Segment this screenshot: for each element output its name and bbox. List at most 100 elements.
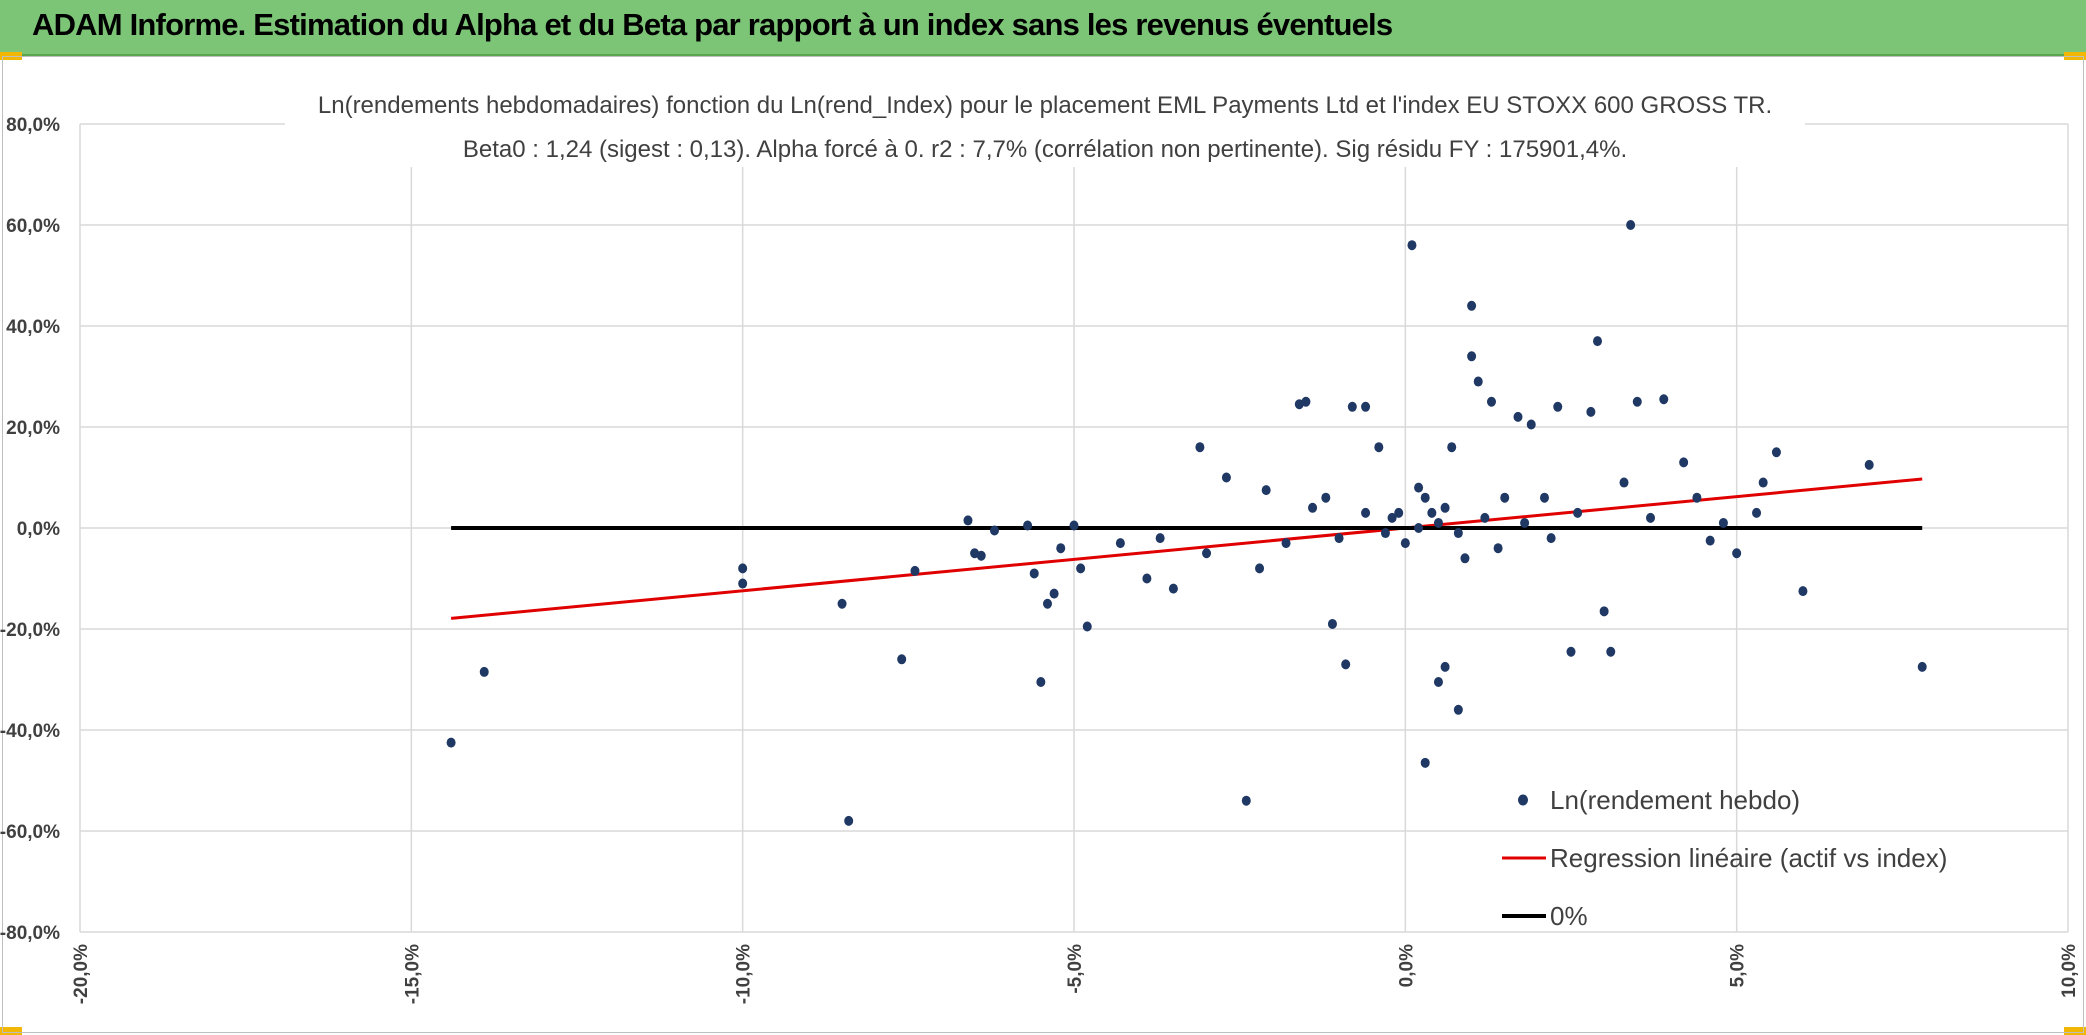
report-title: ADAM Informe. Estimation du Alpha et du … (32, 7, 1393, 42)
data-point (1705, 535, 1715, 546)
data-point (738, 578, 748, 589)
chart-area-border (2, 56, 2084, 1033)
data-point (446, 737, 456, 748)
y-tick-label: -60,0% (0, 822, 60, 843)
x-tick-label: -20,0% (71, 944, 92, 1004)
data-point (1659, 394, 1669, 405)
data-point (1414, 523, 1424, 533)
data-point (1586, 406, 1596, 417)
y-tick-label: 60,0% (6, 216, 60, 237)
chart-subtitle: Beta0 : 1,24 (sigest : 0,13). Alpha forc… (463, 136, 1627, 163)
data-point (1440, 502, 1450, 513)
data-point (1202, 548, 1212, 559)
legend-label: 0% (1550, 901, 1588, 931)
data-point (1414, 482, 1424, 493)
data-point (1049, 588, 1059, 599)
corner-marker-bottom-right (2064, 1027, 2086, 1035)
data-point (1400, 538, 1410, 549)
data-point (1334, 533, 1344, 544)
data-point (1566, 646, 1576, 657)
data-point (1500, 492, 1510, 503)
regression-line (450, 477, 1923, 620)
data-point (1453, 528, 1463, 539)
data-point (989, 525, 999, 536)
data-point (1758, 477, 1768, 488)
y-tick-label: -80,0% (0, 923, 60, 944)
data-point (1427, 507, 1437, 518)
data-point (1718, 517, 1728, 528)
data-point (1447, 442, 1457, 453)
data-point (1573, 507, 1583, 518)
data-point (1347, 401, 1357, 412)
data-point (1626, 220, 1636, 230)
data-point (1142, 573, 1152, 584)
data-point (1493, 543, 1503, 554)
data-point (1599, 606, 1609, 617)
data-point (1327, 618, 1337, 629)
data-point (1632, 396, 1642, 407)
x-tick-label: 0,0% (1396, 944, 1417, 987)
data-point (1539, 492, 1549, 503)
data-point (1420, 757, 1430, 768)
y-tick-label: 20,0% (6, 418, 60, 439)
data-point (1301, 396, 1311, 407)
data-point (1023, 520, 1033, 531)
y-tick-label: 0,0% (17, 519, 60, 540)
data-point (1553, 401, 1563, 412)
data-point (1255, 563, 1265, 574)
data-point (1440, 661, 1450, 672)
data-point (738, 563, 748, 574)
x-tick-label: -15,0% (402, 944, 423, 1004)
data-point (1069, 520, 1079, 531)
chart-title: Ln(rendements hebdomadaires) fonction du… (318, 92, 1772, 119)
data-point (1042, 598, 1052, 609)
y-tick-label: -20,0% (0, 620, 60, 641)
x-tick-label: -5,0% (1065, 944, 1086, 994)
legend: Ln(rendement hebdo) Regression linéaire (… (1502, 785, 1947, 931)
axis-labels: -80,0% -60,0% -40,0% -20,0% 0,0% 20,0% 40,0% 60… (0, 115, 2080, 1004)
y-tick-label: 80,0% (6, 115, 60, 136)
data-point (1732, 548, 1742, 559)
data-point (1473, 376, 1483, 387)
data-point (1361, 507, 1371, 518)
data-point (1115, 538, 1125, 549)
data-point (1646, 512, 1656, 523)
corner-marker-bottom-left (0, 1027, 22, 1035)
legend-marker-scatter (1518, 794, 1528, 806)
data-point (1361, 401, 1371, 412)
data-point (963, 515, 973, 526)
data-point (1195, 442, 1205, 453)
data-point (1407, 240, 1417, 251)
data-point (1433, 517, 1443, 528)
data-point (1380, 528, 1390, 539)
data-point (844, 815, 854, 826)
data-point (1082, 621, 1092, 632)
data-point (1453, 704, 1463, 715)
legend-label: Ln(rendement hebdo) (1550, 785, 1800, 815)
data-point (1387, 512, 1397, 523)
data-point (1321, 492, 1331, 503)
data-point (1593, 336, 1603, 347)
lines-layer (450, 477, 1923, 620)
data-point (897, 654, 907, 665)
data-point (1467, 300, 1477, 311)
data-point (976, 550, 986, 561)
legend-label: Regression linéaire (actif vs index) (1550, 843, 1947, 873)
data-point (1374, 442, 1384, 453)
y-tick-label: 40,0% (6, 317, 60, 338)
data-point (1029, 568, 1039, 579)
x-tick-label: 10,0% (2059, 944, 2080, 998)
y-tick-label: -40,0% (0, 721, 60, 742)
data-point (1526, 419, 1536, 430)
data-point (1241, 795, 1251, 806)
data-point (1056, 543, 1066, 554)
data-point (1308, 502, 1318, 513)
data-point (1480, 512, 1490, 523)
data-point (1460, 553, 1470, 564)
data-point (1394, 507, 1404, 518)
data-point (1467, 351, 1477, 362)
data-point (1221, 472, 1231, 483)
data-point (1752, 507, 1762, 518)
data-point (1155, 533, 1165, 544)
